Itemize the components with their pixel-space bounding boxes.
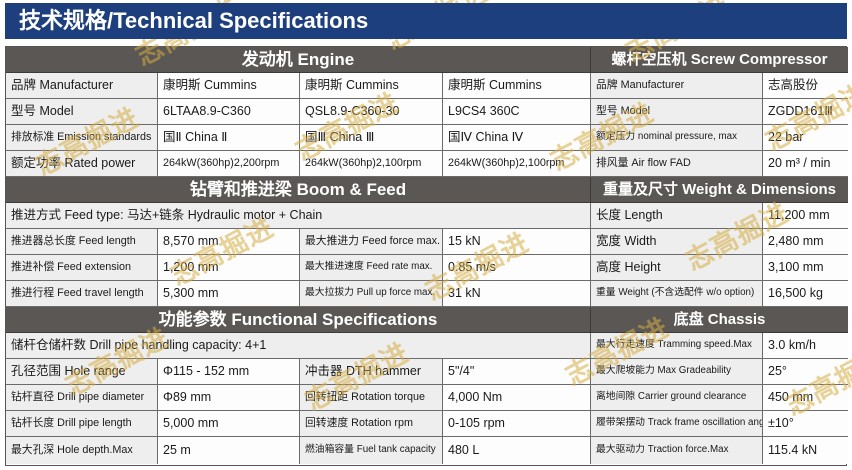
cell-width: 2,480 mm	[763, 229, 848, 255]
page-title: 技术规格/Technical Specifications	[19, 8, 369, 33]
cell-compressor-pressure: 22 bar	[763, 125, 848, 151]
cell-engine-manufacturer-1: 康明斯 Cummins	[158, 73, 300, 99]
cell-length: 11,200 mm	[763, 203, 848, 229]
table-row: 推进方式 Feed type: 马达+链条 Hydraulic motor + …	[6, 203, 848, 229]
row-label-width: 宽度 Width	[591, 229, 763, 255]
cell-height: 3,100 mm	[763, 255, 848, 281]
cell-compressor-manufacturer: 志高股份	[763, 73, 848, 99]
section-header-engine: 发动机 Engine	[6, 47, 591, 73]
row-label-engine-manufacturer: 品牌 Manufacturer	[6, 73, 158, 99]
cell-rotation-rpm: 0-105 rpm	[443, 411, 591, 437]
row-label-max-gradeability: 最大爬坡能力 Max Gradeability	[591, 359, 763, 385]
row-label-fuel-tank-capacity: 燃油箱容量 Fuel tank capacity	[300, 437, 443, 464]
cell-engine-model-2: QSL8.9-C360-30	[300, 99, 443, 125]
band-boomfeed-header: 钻臂和推进梁 Boom & Feed 重量及尺寸 Weight & Dimens…	[6, 177, 848, 203]
cell-weight: 16,500 kg	[763, 281, 848, 307]
row-label-engine-model: 型号 Model	[6, 99, 158, 125]
table-row: 品牌 Manufacturer 康明斯 Cummins 康明斯 Cummins …	[6, 73, 848, 99]
cell-engine-model-3: L9CS4 360C	[443, 99, 591, 125]
cell-engine-model-1: 6LTAA8.9-C360	[158, 99, 300, 125]
row-label-drill-pipe-length: 钻杆长度 Drill pipe length	[6, 411, 158, 437]
section-header-chassis: 底盘 Chassis	[591, 307, 848, 333]
row-label-ground-clearance: 离地间隙 Carrier ground clearance	[591, 385, 763, 411]
row-label-compressor-airflow: 排风量 Air flow FAD	[591, 151, 763, 177]
table-row: 最大孔深 Hole depth.Max 25 m 燃油箱容量 Fuel tank…	[6, 437, 848, 464]
row-label-feed-rate-max: 最大推进速度 Feed rate max.	[300, 255, 443, 281]
table-row: 推进行程 Feed travel length 5,300 mm 最大拉拔力 P…	[6, 281, 848, 307]
row-label-track-frame-oscillation: 履带架摆动 Track frame oscillation angle	[591, 411, 763, 437]
cell-ground-clearance: 450 mm	[763, 385, 848, 411]
cell-rotation-torque: 4,000 Nm	[443, 385, 591, 411]
table-row: 钻杆长度 Drill pipe length 5,000 mm 回转速度 Rot…	[6, 411, 848, 437]
row-label-pull-up-force-max: 最大拉拔力 Pull up force max.	[300, 281, 443, 307]
row-label-hole-range: 孔径范围 Hole range	[6, 359, 158, 385]
row-label-feed-length: 推进器总长度 Feed length	[6, 229, 158, 255]
cell-feed-extension: 1,200 mm	[158, 255, 300, 281]
page-title-bar: 技术规格/Technical Specifications	[5, 3, 847, 39]
row-label-compressor-manufacturer: 品牌 Manufacturer	[591, 73, 763, 99]
cell-drill-pipe-diameter: Φ89 mm	[158, 385, 300, 411]
row-label-feed-extension: 推进补偿 Feed extension	[6, 255, 158, 281]
table-row: 型号 Model 6LTAA8.9-C360 QSL8.9-C360-30 L9…	[6, 99, 848, 125]
cell-traction-force-max: 115.4 kN	[763, 437, 848, 464]
row-label-engine-rated-power: 额定功率 Rated power	[6, 151, 158, 177]
cell-feed-rate-max: 0.85 m/s	[443, 255, 591, 281]
section-header-boom-feed: 钻臂和推进梁 Boom & Feed	[6, 177, 591, 203]
section-header-functional: 功能参数 Functional Specifications	[6, 307, 591, 333]
cell-pull-up-force-max: 31 kN	[443, 281, 591, 307]
table-row: 推进器总长度 Feed length 8,570 mm 最大推进力 Feed f…	[6, 229, 848, 255]
row-label-traction-force-max: 最大驱动力 Traction force.Max	[591, 437, 763, 464]
cell-fuel-tank-capacity: 480 L	[443, 437, 591, 464]
row-label-compressor-pressure: 额定压力 nominal pressure, max	[591, 125, 763, 151]
row-label-length: 长度 Length	[591, 203, 763, 229]
specifications-table: 发动机 Engine 螺杆空压机 Screw Compressor 品牌 Man…	[5, 46, 848, 466]
row-label-tramming-speed: 最大行走速度 Tramming speed.Max	[591, 333, 763, 359]
band-functional-header: 功能参数 Functional Specifications 底盘 Chassi…	[6, 307, 848, 333]
row-label-compressor-model: 型号 Model	[591, 99, 763, 125]
cell-drill-pipe-length: 5,000 mm	[158, 411, 300, 437]
cell-feed-type: 推进方式 Feed type: 马达+链条 Hydraulic motor + …	[6, 203, 591, 229]
table-row: 推进补偿 Feed extension 1,200 mm 最大推进速度 Feed…	[6, 255, 848, 281]
cell-engine-emission-1: 国Ⅱ China Ⅱ	[158, 125, 300, 151]
cell-feed-force-max: 15 kN	[443, 229, 591, 255]
table-row: 排放标准 Emission standards 国Ⅱ China Ⅱ 国Ⅲ Ch…	[6, 125, 848, 151]
section-header-weight-dimensions: 重量及尺寸 Weight & Dimensions	[591, 177, 848, 203]
cell-engine-emission-3: 国Ⅳ China Ⅳ	[443, 125, 591, 151]
cell-dth-hammer: 5"/4"	[443, 359, 591, 385]
cell-hole-range: Φ115 - 152 mm	[158, 359, 300, 385]
cell-engine-rated-power-2: 264kW(360hp)2,100rpm	[300, 151, 443, 177]
row-label-height: 高度 Height	[591, 255, 763, 281]
row-label-feed-force-max: 最大推进力 Feed force max.	[300, 229, 443, 255]
section-header-compressor: 螺杆空压机 Screw Compressor	[591, 47, 848, 73]
cell-feed-travel-length: 5,300 mm	[158, 281, 300, 307]
cell-engine-rated-power-3: 264kW(360hp)2,100rpm	[443, 151, 591, 177]
band-engine-header: 发动机 Engine 螺杆空压机 Screw Compressor	[6, 47, 848, 73]
row-label-hole-depth-max: 最大孔深 Hole depth.Max	[6, 437, 158, 464]
row-label-dth-hammer: 冲击器 DTH hammer	[300, 359, 443, 385]
cell-tramming-speed: 3.0 km/h	[763, 333, 848, 359]
cell-engine-manufacturer-2: 康明斯 Cummins	[300, 73, 443, 99]
row-label-weight: 重量 Weight (不含选配件 w/o option)	[591, 281, 763, 307]
table-row: 孔径范围 Hole range Φ115 - 152 mm 冲击器 DTH ha…	[6, 359, 848, 385]
cell-engine-emission-2: 国Ⅲ China Ⅲ	[300, 125, 443, 151]
row-label-drill-pipe-diameter: 钻杆直径 Drill pipe diameter	[6, 385, 158, 411]
cell-compressor-model: ZGDD161Ⅲ	[763, 99, 848, 125]
table-row: 钻杆直径 Drill pipe diameter Φ89 mm 回转扭距 Rot…	[6, 385, 848, 411]
cell-max-gradeability: 25°	[763, 359, 848, 385]
cell-track-frame-oscillation: ±10°	[763, 411, 848, 437]
row-label-feed-travel-length: 推进行程 Feed travel length	[6, 281, 158, 307]
cell-feed-length: 8,570 mm	[158, 229, 300, 255]
table-row: 额定功率 Rated power 264kW(360hp)2,200rpm 26…	[6, 151, 848, 177]
row-label-rotation-rpm: 回转速度 Rotation rpm	[300, 411, 443, 437]
row-label-engine-emission: 排放标准 Emission standards	[6, 125, 158, 151]
cell-engine-rated-power-1: 264kW(360hp)2,200rpm	[158, 151, 300, 177]
cell-engine-manufacturer-3: 康明斯 Cummins	[443, 73, 591, 99]
row-label-rotation-torque: 回转扭距 Rotation torque	[300, 385, 443, 411]
table-row: 储杆仓储杆数 Drill pipe handling capacity: 4+1…	[6, 333, 848, 359]
cell-drill-pipe-handling-capacity: 储杆仓储杆数 Drill pipe handling capacity: 4+1	[6, 333, 591, 359]
cell-hole-depth-max: 25 m	[158, 437, 300, 464]
cell-compressor-airflow: 20 m³ / min	[763, 151, 848, 177]
